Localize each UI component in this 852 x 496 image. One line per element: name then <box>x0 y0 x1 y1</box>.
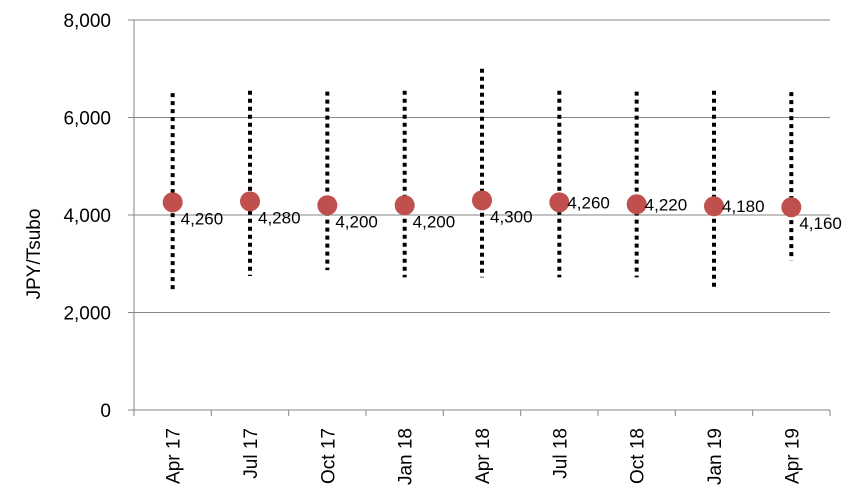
data-points <box>162 190 802 218</box>
range-lines <box>170 68 794 290</box>
x-tick-label: Jul 18 <box>550 428 571 479</box>
data-point <box>162 192 183 213</box>
y-tick-label: 0 <box>100 401 111 422</box>
data-label: 4,260 <box>181 209 224 228</box>
y-tick-label: 4,000 <box>63 206 111 227</box>
data-point <box>704 196 724 217</box>
data-label: 4,220 <box>645 195 688 214</box>
y-tick-label: 6,000 <box>63 109 111 130</box>
x-tick-label: Apr 19 <box>782 428 803 484</box>
x-tick-label: Oct 17 <box>318 428 339 484</box>
x-tick-label: Apr 17 <box>164 428 185 484</box>
data-point <box>240 191 260 212</box>
data-label: 4,200 <box>413 212 456 231</box>
data-label: 4,300 <box>490 207 533 226</box>
data-label: 4,160 <box>799 214 842 233</box>
data-point <box>549 192 570 213</box>
x-tick-label: Jul 17 <box>241 428 262 479</box>
axes: JPY/Tsubo 0 2,000 4,000 6,000 8,000 Apr 17 Jul… <box>24 11 831 485</box>
x-tick-label: Jan 19 <box>705 428 726 485</box>
data-point <box>317 195 338 216</box>
y-axis-title: JPY/Tsubo <box>24 209 45 300</box>
x-tick-label: Apr 18 <box>473 428 494 484</box>
x-tick-label: Jan 18 <box>396 428 417 485</box>
data-label: 4,180 <box>722 197 765 216</box>
data-label: 4,200 <box>335 212 378 231</box>
data-point <box>394 195 415 216</box>
x-tick-label: Oct 18 <box>628 428 649 484</box>
data-label: 4,260 <box>567 193 610 212</box>
y-tick-label: 8,000 <box>63 11 111 32</box>
data-label: 4,280 <box>258 208 301 227</box>
data-point <box>472 190 492 211</box>
data-labels: 4,260 4,280 4,200 4,200 4,300 4,260 4,220 4,180… <box>181 193 842 233</box>
data-point <box>626 194 647 215</box>
y-tick-label: 2,000 <box>63 304 111 325</box>
data-point <box>781 197 802 218</box>
